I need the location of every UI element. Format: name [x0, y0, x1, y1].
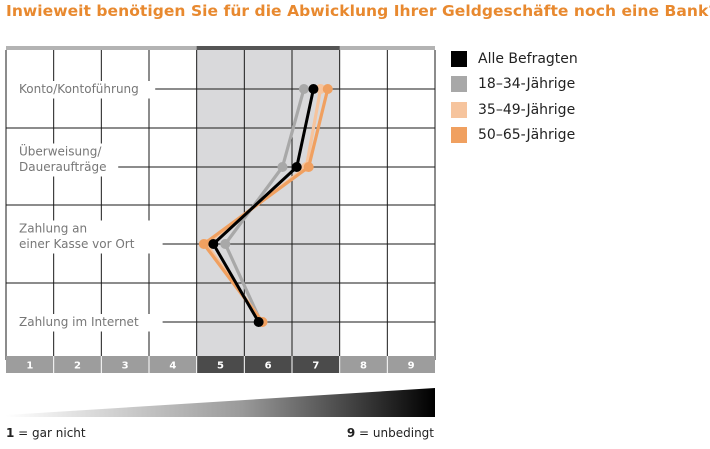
- x-tick-label: 7: [312, 361, 319, 372]
- scale-ramp-wedge: [6, 388, 435, 417]
- data-point: [220, 239, 231, 249]
- top-border-highlight: [196, 46, 340, 50]
- category-label: Überweisung/Daueraufträge: [19, 143, 106, 175]
- category-label-bg: [12, 143, 119, 177]
- category-label-bg: [12, 81, 156, 99]
- category-label: Zahlung im Internet: [19, 315, 139, 329]
- legend-label: 50–65-Jährige: [478, 127, 576, 144]
- scale-high-value: 9: [346, 426, 356, 440]
- legend-item: 50–65-Jährige: [451, 123, 578, 149]
- legend-swatch: [451, 127, 467, 144]
- data-point: [308, 84, 319, 94]
- data-point: [322, 84, 333, 94]
- x-axis-bar: 1 2 3 4 5 6 7 8 9: [6, 356, 435, 373]
- legend-item: 18–34-Jährige: [451, 72, 578, 98]
- x-tick-label: 9: [408, 361, 415, 372]
- data-point: [277, 162, 288, 172]
- x-tick-label: 3: [122, 361, 129, 372]
- category-labels: Konto/Kontoführung Überweisung/Dauerauftr…: [12, 81, 435, 332]
- x-tick-label: 1: [26, 361, 33, 372]
- x-axis-highlight: [196, 356, 340, 373]
- x-tick-label: 5: [217, 361, 224, 372]
- x-tick-label: 2: [74, 361, 81, 372]
- data-point: [253, 317, 264, 327]
- category-label-bg: [12, 220, 163, 254]
- legend-label: 18–34-Jährige: [478, 76, 576, 93]
- scale-high-label: 9 = unbedingt: [347, 426, 434, 440]
- data-point: [298, 84, 309, 94]
- legend-swatch: [451, 76, 467, 93]
- category-label: Zahlung an einer Kasse vor Ort: [19, 222, 135, 252]
- data-point: [315, 84, 326, 94]
- legend-item: 35–49-Jährige: [451, 97, 578, 123]
- scale-high-text: = unbedingt: [355, 426, 434, 440]
- legend-swatch: [451, 50, 467, 67]
- legend-swatch: [451, 101, 467, 118]
- scale-low-value: 1: [6, 426, 15, 440]
- legend-label: 35–49-Jährige: [478, 101, 576, 118]
- data-point: [291, 162, 302, 172]
- data-point: [303, 162, 314, 172]
- scale-ramp: [6, 388, 435, 417]
- legend-label: Alle Befragten: [478, 50, 578, 67]
- chart-title: Inwieweit benötigen Sie für die Abwicklu…: [6, 2, 710, 20]
- data-point: [208, 239, 219, 249]
- legend-item: Alle Befragten: [451, 46, 578, 72]
- grid: [5, 46, 436, 360]
- data-point: [198, 239, 209, 249]
- x-tick-label: 6: [265, 361, 272, 372]
- series-lines: [198, 84, 333, 327]
- category-label-bg: [12, 314, 163, 332]
- series-line: [211, 88, 315, 323]
- x-tick-label: 4: [169, 361, 176, 372]
- scale-low-label: 1 = gar nicht: [6, 426, 86, 440]
- legend: Alle Befragten 18–34-Jährige 35–49-Jährige…: [451, 46, 578, 148]
- x-tick-label: 8: [360, 361, 367, 372]
- category-label: Konto/Kontoführung: [19, 82, 139, 96]
- scale-low-text: = gar nicht: [14, 426, 86, 440]
